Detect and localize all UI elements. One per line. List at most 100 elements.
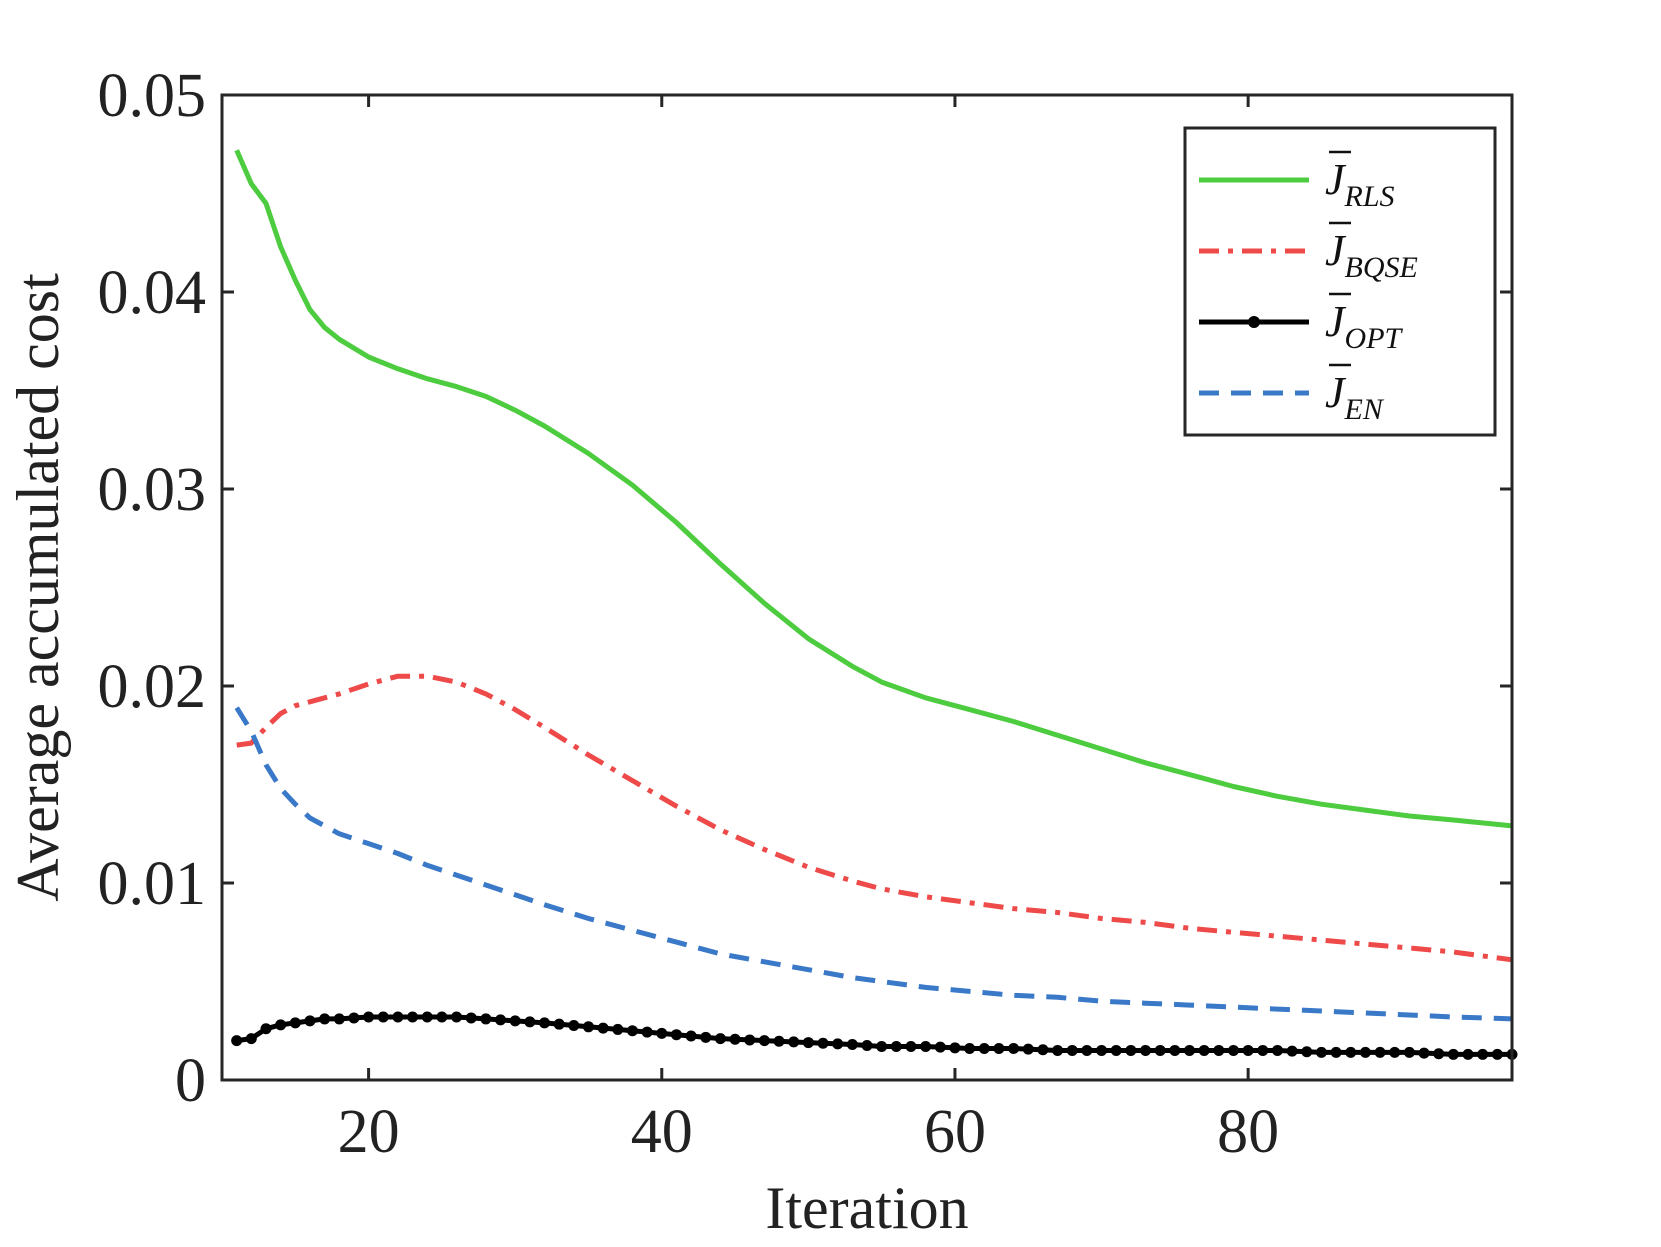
data-point xyxy=(1462,1048,1474,1060)
data-point xyxy=(700,1031,712,1043)
data-point xyxy=(612,1023,624,1035)
plot-frame xyxy=(220,93,1514,1082)
data-point xyxy=(392,1011,404,1023)
data-point xyxy=(1140,1044,1152,1056)
data-point xyxy=(1447,1048,1459,1060)
data-point xyxy=(1374,1046,1386,1058)
data-point xyxy=(1008,1042,1020,1054)
legend-label-sub: OPT xyxy=(1345,322,1404,355)
data-point xyxy=(553,1018,565,1030)
data-point xyxy=(509,1015,521,1027)
data-point xyxy=(1227,1044,1239,1056)
data-point xyxy=(1154,1044,1166,1056)
data-point xyxy=(495,1014,507,1026)
data-point xyxy=(1433,1048,1445,1060)
legend-label: JEN xyxy=(1325,368,1385,426)
data-point xyxy=(656,1027,668,1039)
data-point xyxy=(1184,1044,1195,1056)
data-point xyxy=(260,1023,272,1035)
data-point xyxy=(1037,1044,1049,1056)
legend-label: JBQSE xyxy=(1325,226,1418,284)
legend-label-main: J xyxy=(1325,226,1347,275)
x-tick-label: 20 xyxy=(338,1098,400,1166)
data-point xyxy=(1096,1044,1108,1056)
data-point xyxy=(568,1019,580,1031)
data-point xyxy=(1403,1046,1415,1058)
data-point xyxy=(1110,1044,1122,1056)
data-point xyxy=(1169,1044,1181,1056)
data-point xyxy=(670,1029,682,1041)
data-point xyxy=(421,1011,433,1023)
data-point xyxy=(1066,1044,1078,1056)
series-line-j-bqse xyxy=(236,673,1513,963)
data-point xyxy=(436,1011,448,1023)
legend-label-main: J xyxy=(1325,368,1347,417)
data-point xyxy=(465,1012,477,1024)
y-tick-label: 0 xyxy=(175,1047,206,1115)
data-point xyxy=(729,1033,741,1045)
data-point xyxy=(1477,1048,1489,1060)
data-point xyxy=(876,1041,888,1053)
data-point xyxy=(1345,1046,1357,1058)
data-point xyxy=(1271,1044,1283,1056)
data-point xyxy=(685,1030,697,1042)
data-point xyxy=(964,1042,976,1054)
data-point xyxy=(1242,1044,1254,1056)
data-point xyxy=(1418,1047,1430,1059)
legend-label-main: J xyxy=(1325,155,1347,204)
data-point xyxy=(641,1026,653,1038)
data-point xyxy=(832,1038,844,1050)
data-point xyxy=(846,1039,858,1051)
data-point xyxy=(245,1033,257,1045)
data-point xyxy=(714,1033,726,1045)
y-tick-label: 0.01 xyxy=(98,850,207,918)
data-point xyxy=(1081,1044,1093,1056)
legend-label-sub: RLS xyxy=(1344,180,1395,213)
data-point xyxy=(597,1022,609,1034)
data-point xyxy=(348,1012,360,1024)
data-point xyxy=(861,1040,873,1052)
data-point xyxy=(231,1035,243,1047)
data-point xyxy=(275,1019,287,1031)
data-point xyxy=(920,1041,932,1053)
y-tick-label: 0.04 xyxy=(98,259,207,327)
data-point xyxy=(333,1013,345,1025)
x-axis-label: Iteration xyxy=(765,1175,968,1241)
y-axis-label: Average accumulated cost xyxy=(5,273,71,902)
data-point xyxy=(582,1021,594,1033)
y-tick-label: 0.05 xyxy=(98,62,207,130)
legend-label-sub: EN xyxy=(1344,393,1385,426)
data-point xyxy=(1125,1044,1137,1056)
data-point xyxy=(949,1042,961,1054)
data-point xyxy=(802,1037,814,1049)
data-point xyxy=(1301,1046,1313,1058)
data-point xyxy=(451,1011,463,1023)
data-point xyxy=(524,1016,536,1028)
data-point xyxy=(1330,1046,1342,1058)
y-tick-label: 0.03 xyxy=(98,456,207,524)
data-point xyxy=(744,1034,756,1046)
legend-label: JRLS xyxy=(1325,155,1395,213)
data-point xyxy=(319,1013,331,1025)
legend-marker xyxy=(1248,316,1260,328)
data-point xyxy=(304,1015,316,1027)
data-point xyxy=(905,1041,917,1053)
data-point xyxy=(1022,1043,1034,1055)
legend-label-sub: BQSE xyxy=(1345,251,1418,284)
data-point xyxy=(978,1042,990,1054)
data-point xyxy=(407,1011,419,1023)
x-tick-label: 80 xyxy=(1217,1098,1279,1166)
series-line-j-en xyxy=(234,706,1513,1022)
data-point xyxy=(289,1017,301,1029)
data-point xyxy=(1491,1048,1503,1060)
data-point xyxy=(817,1037,829,1049)
data-point xyxy=(993,1042,1005,1054)
data-point xyxy=(1389,1046,1401,1058)
axes-layer: 0 0.01 0.02 0.03 0.04 0.05 20 40 60 80 xyxy=(98,62,1512,1166)
data-point xyxy=(1257,1044,1269,1056)
data-point xyxy=(1052,1044,1064,1056)
data-point xyxy=(1286,1045,1298,1057)
